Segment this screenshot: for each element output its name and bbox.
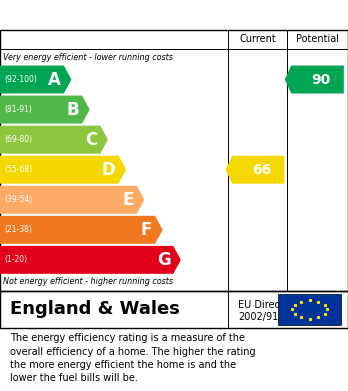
- Polygon shape: [0, 95, 90, 124]
- Text: (39-54): (39-54): [4, 195, 32, 204]
- Text: B: B: [67, 100, 79, 118]
- Polygon shape: [226, 156, 284, 184]
- Text: D: D: [102, 161, 116, 179]
- Text: Very energy efficient - lower running costs: Very energy efficient - lower running co…: [3, 53, 173, 62]
- Polygon shape: [0, 216, 163, 244]
- Text: (21-38): (21-38): [4, 225, 32, 234]
- Text: (55-68): (55-68): [4, 165, 32, 174]
- Text: (69-80): (69-80): [4, 135, 32, 144]
- Polygon shape: [0, 246, 181, 274]
- Polygon shape: [0, 126, 108, 154]
- Text: (81-91): (81-91): [4, 105, 32, 114]
- Text: England & Wales: England & Wales: [10, 300, 180, 319]
- Text: 90: 90: [311, 72, 331, 86]
- Text: (92-100): (92-100): [4, 75, 37, 84]
- Polygon shape: [285, 66, 344, 93]
- Text: Potential: Potential: [296, 34, 339, 45]
- Text: C: C: [85, 131, 97, 149]
- Text: Not energy efficient - higher running costs: Not energy efficient - higher running co…: [3, 278, 174, 287]
- Text: A: A: [48, 70, 61, 88]
- Text: E: E: [122, 191, 134, 209]
- Text: F: F: [141, 221, 152, 239]
- Polygon shape: [0, 66, 71, 93]
- Text: The energy efficiency rating is a measure of the
overall efficiency of a home. T: The energy efficiency rating is a measur…: [10, 334, 256, 383]
- Bar: [278, 294, 341, 325]
- Text: 2002/91/EC: 2002/91/EC: [238, 312, 295, 322]
- Polygon shape: [0, 156, 126, 184]
- Text: EU Directive: EU Directive: [238, 300, 299, 310]
- Polygon shape: [0, 186, 144, 214]
- Text: (1-20): (1-20): [4, 255, 27, 264]
- Text: Energy Efficiency Rating: Energy Efficiency Rating: [14, 6, 243, 24]
- Text: Current: Current: [239, 34, 276, 45]
- Text: G: G: [157, 251, 171, 269]
- Text: 66: 66: [252, 163, 271, 177]
